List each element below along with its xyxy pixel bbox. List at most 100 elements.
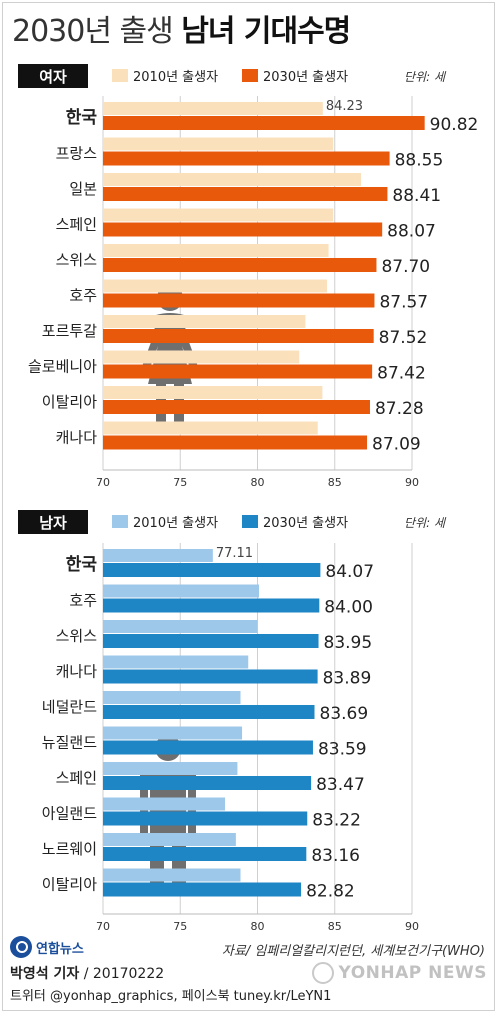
bar-2010: [103, 584, 260, 598]
watermark-text: YONHAP NEWS: [338, 963, 487, 983]
bar-2010: [103, 350, 300, 364]
male-chart: 남자 2010년 출생자 2030년 출생자 단위: 세한국 84.07 77.11 호주 8…: [18, 510, 447, 933]
category-label: 이탈리아: [42, 393, 97, 411]
category-label: 호주: [69, 287, 97, 305]
bar-2030: [103, 811, 308, 826]
bar-2010: [103, 208, 334, 222]
category-label: 네덜란드: [42, 698, 97, 716]
legend-label: 2010년 출생자: [133, 70, 218, 85]
category-label: 노르웨이: [42, 840, 97, 858]
title-part1: 2030년 출생: [12, 14, 174, 49]
bar-2030: [103, 882, 302, 897]
credit-line: 박영석 기자 / 20170222: [10, 963, 164, 983]
bar-2010: [103, 655, 249, 669]
category-label: 이탈리아: [42, 876, 97, 894]
bar-2010: [103, 620, 258, 633]
section-label-box: [18, 64, 88, 88]
reporter: 박영석 기자: [10, 966, 80, 982]
tick-label: 85: [328, 920, 342, 933]
bar-2010: [103, 102, 323, 115]
bar-2010: [103, 868, 241, 882]
tick-label: 90: [405, 920, 419, 933]
bar-2010: [103, 279, 328, 293]
value-label-2030: 88.55: [395, 151, 444, 171]
bar-2030: [103, 151, 390, 166]
value-label-2030: 87.28: [375, 399, 424, 419]
unit-label: 단위: 세: [404, 516, 447, 530]
social-line: 트위터 @yonhap_graphics, 페이스북 tuney.kr/LeYN…: [10, 989, 332, 1004]
value-label-2030: 90.82: [430, 115, 479, 135]
legend-label: 2010년 출생자: [133, 516, 218, 531]
bar-2010: [103, 173, 362, 186]
title-part2: 남녀 기대수명: [181, 14, 351, 49]
watermark: YONHAP NEWS: [311, 962, 487, 984]
section-label: 여자: [39, 68, 67, 86]
bar-2030: [103, 222, 383, 237]
bar-2030: [103, 293, 375, 308]
unit-label: 단위: 세: [404, 70, 447, 84]
category-label: 호주: [69, 592, 97, 610]
value-label-2030: 83.89: [323, 669, 372, 689]
bar-2010: [103, 549, 213, 562]
section-label: 남자: [39, 514, 67, 532]
value-label-2030: 83.16: [311, 846, 360, 866]
bar-2010: [103, 386, 323, 399]
bar-2010: [103, 315, 306, 328]
value-label-2030: 84.07: [325, 562, 374, 582]
bar-2030: [103, 116, 425, 130]
bar-2030: [103, 776, 312, 790]
bar-2010: [103, 726, 243, 740]
category-label: 스페인: [56, 769, 97, 787]
bar-2030: [103, 187, 388, 201]
value-label-2030: 83.47: [316, 775, 365, 795]
category-label: 스위스: [56, 627, 98, 645]
legend-swatch: [112, 69, 128, 82]
tick-label: 75: [173, 476, 187, 489]
category-label: 아일랜드: [42, 805, 97, 823]
value-label-2030: 87.52: [379, 328, 428, 348]
category-label: 프랑스: [56, 145, 98, 163]
value-label-2030: 87.70: [381, 257, 430, 277]
bar-2030: [103, 258, 377, 272]
bar-2010: [103, 833, 236, 846]
bar-2010: [103, 137, 334, 151]
value-label-2030: 83.59: [318, 740, 367, 760]
bar-2010: [103, 762, 238, 775]
bar-2010: [103, 691, 241, 704]
value-label-2010: 77.11: [216, 546, 253, 561]
bar-2010: [103, 421, 318, 435]
page-title: 2030년 출생 남녀 기대수명: [12, 6, 351, 50]
tick-label: 70: [96, 920, 110, 933]
legend-label: 2030년 출생자: [263, 516, 348, 531]
tick-label: 70: [96, 476, 110, 489]
tick-label: 85: [328, 476, 342, 489]
category-label: 뉴질랜드: [42, 734, 97, 752]
bar-2030: [103, 364, 373, 379]
bar-2030: [103, 740, 313, 755]
watermark-icon: [311, 962, 334, 984]
bar-2030: [103, 598, 320, 613]
bar-2030: [103, 634, 319, 648]
category-label: 포르투갈: [42, 322, 97, 340]
tick-label: 80: [251, 476, 265, 489]
category-label: 캐나다: [56, 663, 98, 681]
category-label: 스위스: [56, 251, 98, 269]
value-label-2010: 84.23: [326, 99, 363, 114]
category-label: 슬로베니아: [28, 358, 97, 376]
legend-swatch: [242, 69, 258, 82]
value-label-2030: 87.42: [377, 364, 426, 384]
category-label: 한국: [66, 555, 98, 575]
value-label-2030: 87.57: [379, 293, 428, 313]
tick-label: 90: [405, 476, 419, 489]
yonhap-logo-text: 연합뉴스: [36, 941, 84, 957]
bar-2030: [103, 329, 374, 343]
category-label: 한국: [66, 108, 98, 128]
section-label-box: [18, 510, 88, 534]
bar-2010: [103, 244, 329, 257]
bar-2030: [103, 435, 368, 450]
bar-2030: [103, 669, 318, 684]
female-chart: 여자 2010년 출생자 2030년 출생자 단위: 세한국 90.82 84.23 프랑스…: [18, 64, 478, 489]
bar-2030: [103, 563, 321, 577]
chart-area: 여자 2010년 출생자 2030년 출생자 단위: 세한국 90.8284.23프랑스…: [18, 64, 478, 933]
